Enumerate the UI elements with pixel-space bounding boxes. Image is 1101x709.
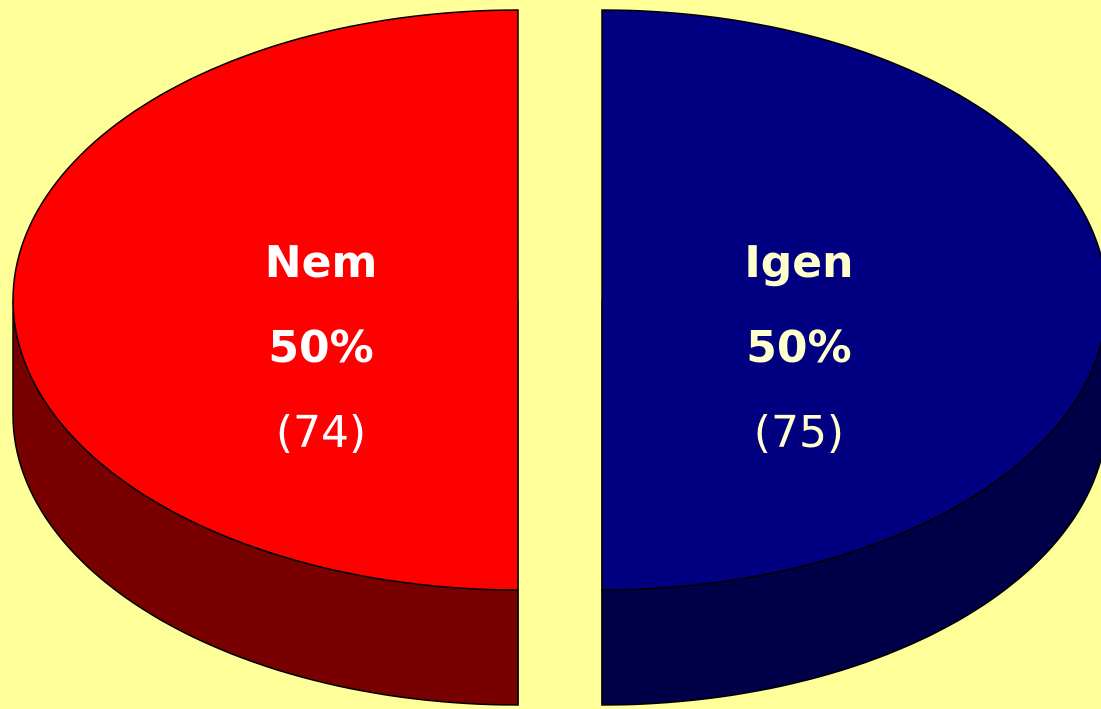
slice-label: Igen <box>744 237 853 288</box>
slice-percent: 50% <box>268 322 373 373</box>
slice-label: Nem <box>265 237 378 288</box>
slice-top <box>12 9 519 591</box>
slice-top <box>601 9 1101 591</box>
slice-percent: 50% <box>746 322 851 373</box>
slice-count: (74) <box>276 407 366 458</box>
slice-count: (75) <box>754 407 844 458</box>
